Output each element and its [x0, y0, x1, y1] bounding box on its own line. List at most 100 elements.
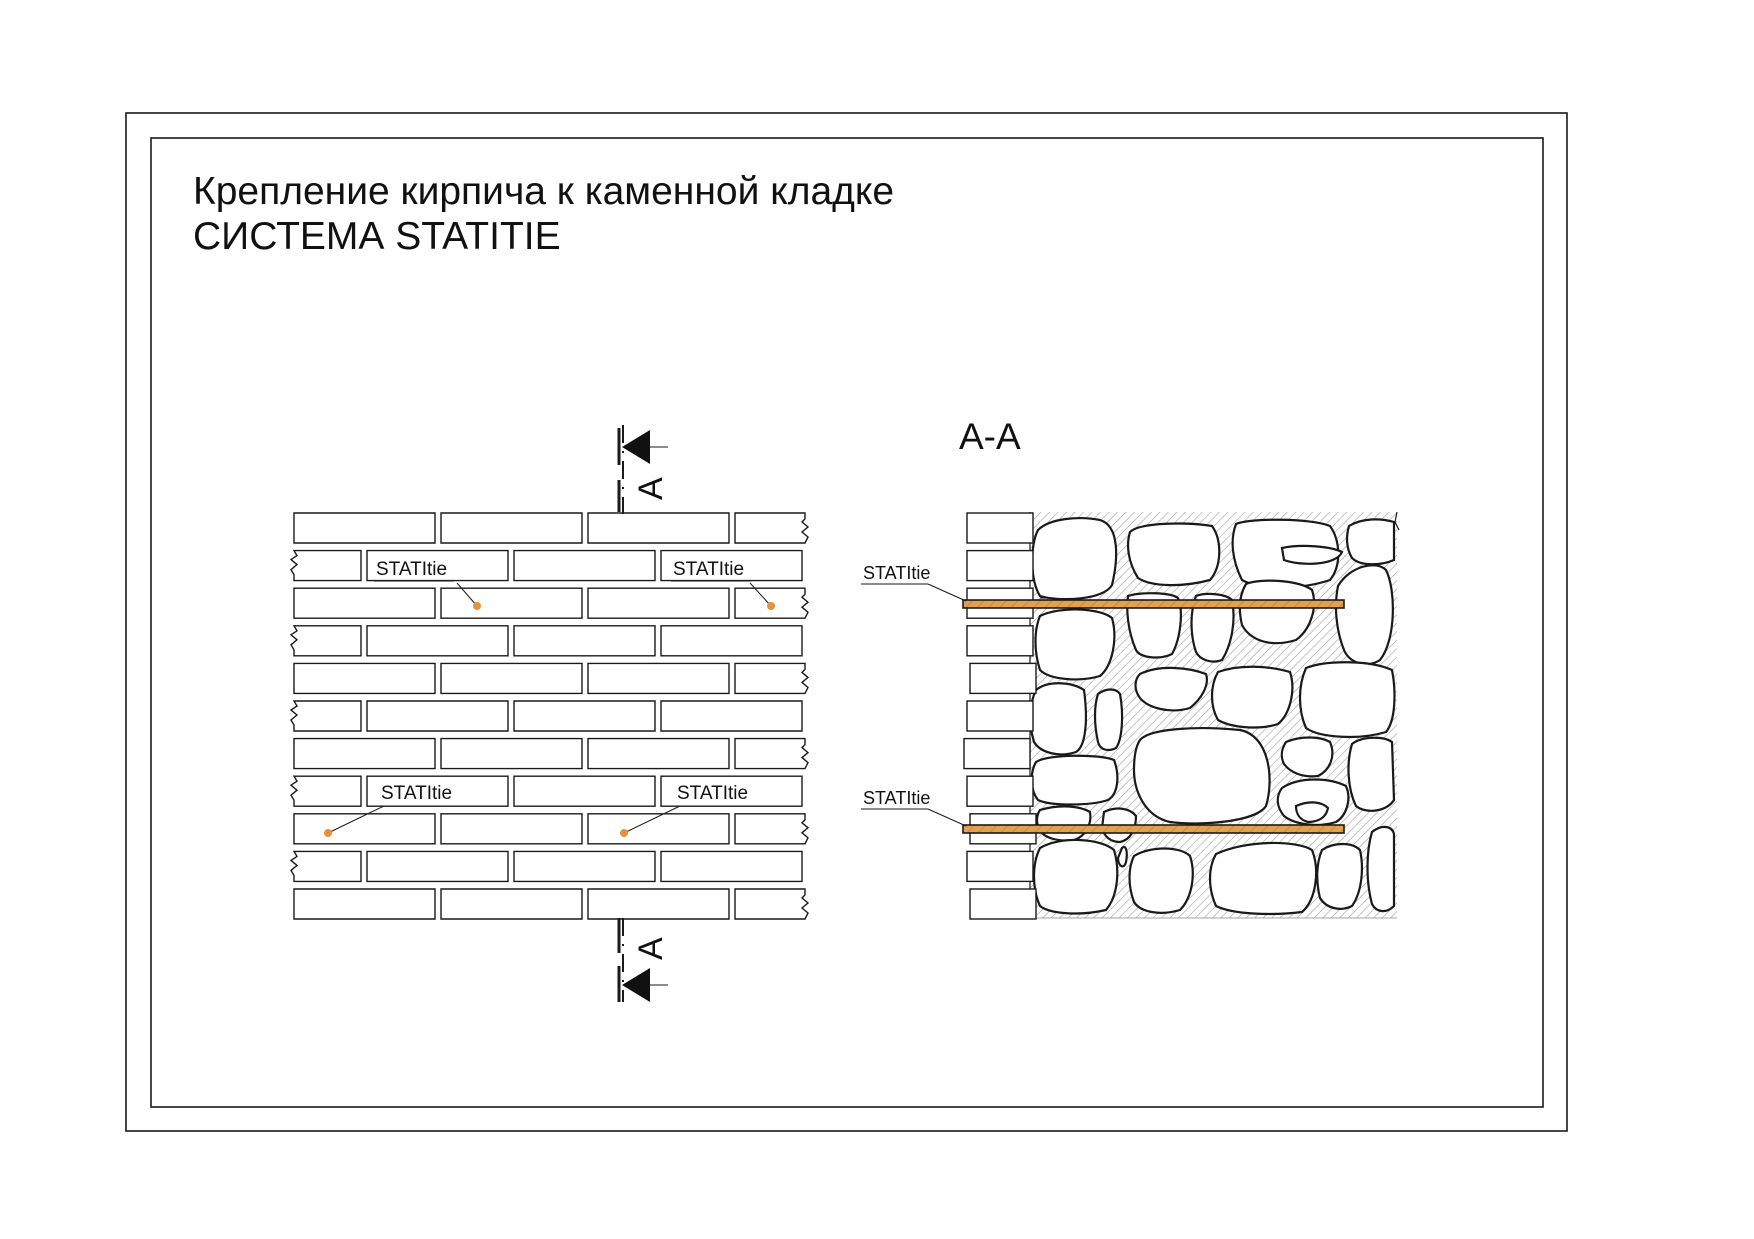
tie-dot: [620, 829, 628, 837]
stone: [1347, 736, 1396, 812]
brick: [293, 813, 436, 845]
stone: [1035, 805, 1092, 842]
section-view-title: А-А: [959, 416, 1021, 457]
brick: [734, 662, 810, 695]
brick: [734, 737, 810, 770]
tie-callout-elevation: STATItie: [620, 783, 755, 837]
stone: [1280, 736, 1334, 778]
section-brick: [969, 662, 1037, 695]
brick: [293, 662, 436, 695]
tie-label-section-lower: STATItie: [861, 788, 967, 827]
brick: [660, 775, 803, 807]
stone: [1366, 825, 1396, 913]
stone: [1190, 592, 1235, 663]
brick: [734, 813, 810, 845]
stone: [1127, 522, 1221, 587]
brick: [440, 512, 583, 544]
tie-label-section-upper: STATItie: [861, 563, 967, 602]
stone: [1031, 517, 1118, 601]
brick: [734, 512, 810, 544]
brick: [289, 549, 362, 582]
stone: [1116, 845, 1128, 868]
stone: [1034, 608, 1116, 681]
tie-label-text: STATItie: [677, 783, 748, 804]
section-brick: [966, 775, 1034, 807]
brick: [289, 775, 362, 807]
brick: [587, 813, 730, 845]
tie-label-text: STATItie: [863, 788, 930, 808]
brick: [366, 775, 509, 807]
stone: [1093, 688, 1124, 752]
brick: [587, 662, 730, 695]
section-brick: [966, 512, 1034, 544]
tie-section-lower: [962, 824, 1345, 834]
brick: [440, 662, 583, 695]
tie-callout-elevation: STATItie: [671, 559, 775, 610]
tie-label-text: STATItie: [863, 563, 930, 583]
section-brick: [963, 737, 1031, 770]
stone: [1294, 801, 1330, 824]
section-letter-bottom: A: [632, 937, 670, 960]
brick: [289, 625, 362, 657]
brick: [513, 850, 656, 883]
drawing-title-line1: Крепление кирпича к каменной кладке: [193, 170, 895, 213]
stone: [1280, 544, 1344, 565]
brick: [366, 549, 509, 582]
stone: [1128, 847, 1194, 914]
brick: [660, 549, 803, 582]
stone: [1238, 579, 1316, 645]
brick: [513, 549, 656, 582]
brick: [293, 587, 436, 619]
brick-wall-elevation: STATItie STATItie STATItie STATItie: [289, 512, 810, 920]
brick: [660, 625, 803, 657]
facing-brick-column: [963, 512, 1037, 920]
inner-frame: [150, 137, 1544, 1108]
tie-callout-elevation: STATItie: [374, 559, 481, 610]
stone: [1208, 841, 1318, 916]
brick: [293, 888, 436, 920]
brick: [587, 512, 730, 544]
drawing-title-line2: СИСТЕМА STATITIE: [193, 215, 561, 258]
tie-label-text: STATItie: [376, 559, 447, 580]
stone: [1126, 592, 1182, 659]
brick: [587, 888, 730, 920]
brick: [513, 700, 656, 732]
brick: [660, 850, 803, 883]
brick: [366, 850, 509, 883]
stone: [1032, 838, 1119, 915]
brick: [587, 587, 730, 619]
stone: [1334, 564, 1394, 666]
outer-frame: [125, 112, 1568, 1132]
stone: [1210, 665, 1294, 729]
stone: [1030, 754, 1119, 806]
brick: [513, 625, 656, 657]
stone: [1345, 518, 1396, 566]
tie-dot: [473, 602, 481, 610]
section-letter-top: A: [632, 477, 670, 500]
stone: [1298, 661, 1396, 739]
stone: [1029, 682, 1088, 756]
section-brick: [966, 625, 1034, 657]
brick: [660, 700, 803, 732]
brick: [289, 700, 362, 732]
stone: [1132, 727, 1271, 825]
stone: [1316, 842, 1363, 910]
tie-label-text: STATItie: [381, 783, 452, 804]
tie-label-text: STATItie: [673, 559, 744, 580]
section-brick: [966, 850, 1034, 883]
brick: [440, 587, 583, 619]
section-mark-top: A: [617, 425, 670, 514]
section-brick: [969, 888, 1037, 920]
brick: [734, 888, 810, 920]
brick: [440, 737, 583, 770]
section-mark-bottom: A: [617, 918, 670, 1002]
brick: [293, 512, 436, 544]
brick: [289, 850, 362, 883]
brick: [366, 625, 509, 657]
section-brick: [966, 549, 1034, 582]
brick: [366, 700, 509, 732]
brick: [440, 813, 583, 845]
brick: [440, 888, 583, 920]
stone: [1134, 666, 1208, 712]
brick: [293, 737, 436, 770]
